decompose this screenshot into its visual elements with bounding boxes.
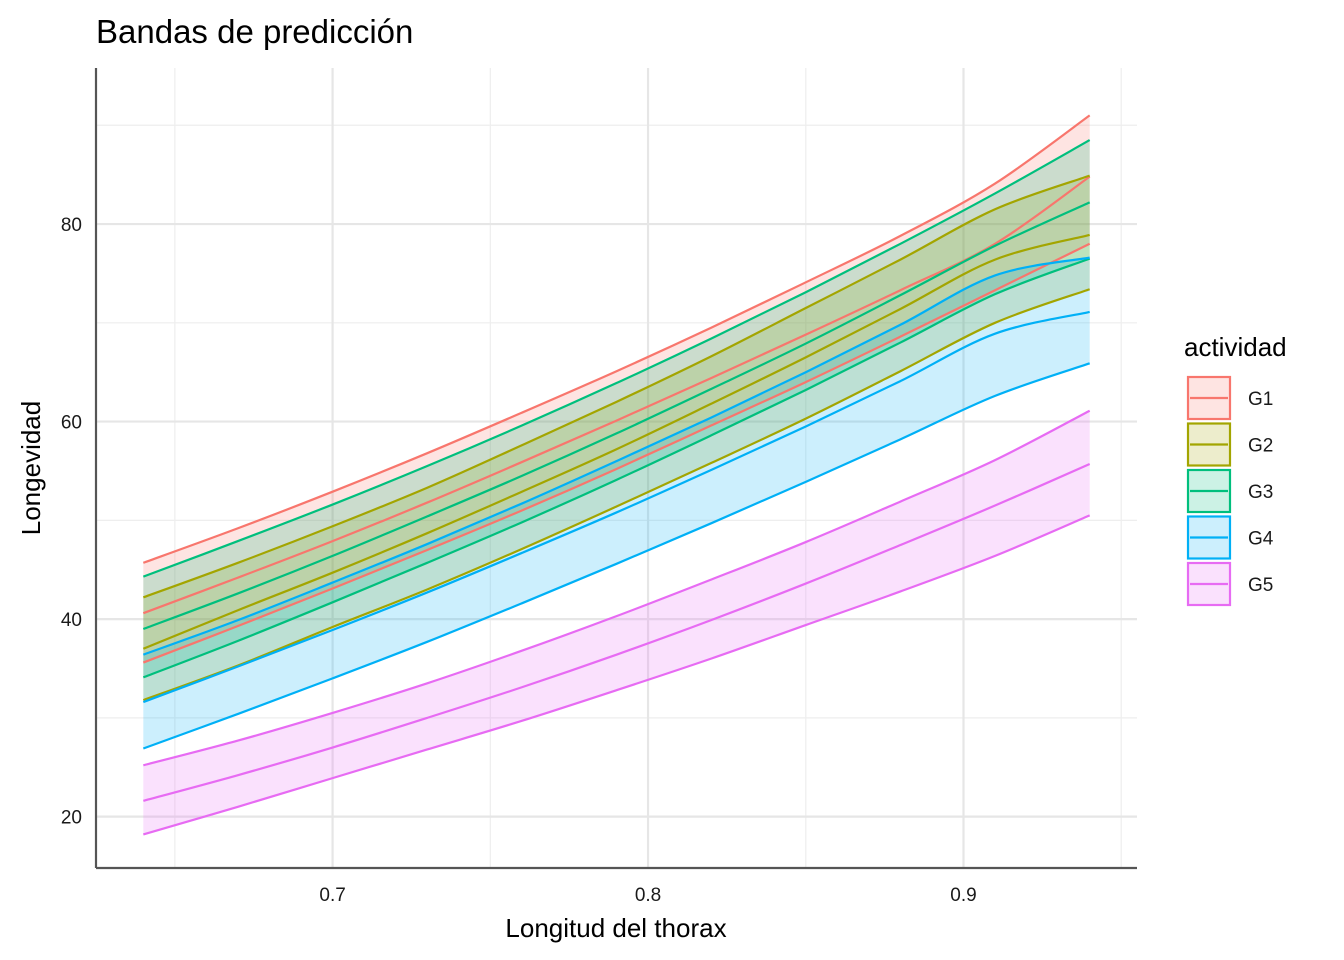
- y-tick-label: 20: [61, 808, 82, 829]
- y-tick-label: 80: [61, 215, 82, 236]
- band-g3: [143, 140, 1090, 678]
- band-g5: [143, 410, 1090, 835]
- y-axis-title: Longevidad: [16, 401, 46, 535]
- line-g1-upper: [142, 114, 1091, 564]
- y-tick-label: 60: [61, 413, 82, 434]
- tick-labels: 0.7 0.8 0.9 20 40 60 80: [61, 215, 977, 906]
- line-g1-lower: [142, 242, 1091, 664]
- x-axis-title: Longitud del thorax: [505, 913, 726, 943]
- line-g4-lower: [142, 362, 1091, 750]
- y-tick-label: 40: [61, 610, 82, 631]
- line-g3-lower: [142, 257, 1091, 679]
- chart-title: Bandas de predicción: [96, 13, 413, 50]
- legend-label-g5: G5: [1248, 575, 1273, 596]
- legend: actividad G1 G2 G3 G4 G5: [1184, 332, 1287, 607]
- line-g3-upper: [142, 139, 1091, 578]
- line-g3-fit: [142, 201, 1091, 631]
- legend-label-g1: G1: [1248, 389, 1273, 410]
- line-g5-fit: [143, 463, 1091, 802]
- line-g5-upper: [143, 409, 1091, 767]
- line-g2-fit: [142, 233, 1090, 650]
- line-g5-lower: [143, 514, 1091, 836]
- line-g1-fit: [142, 175, 1091, 615]
- line-g2-upper: [142, 174, 1091, 599]
- legend-label-g2: G2: [1248, 436, 1273, 457]
- line-g4-fit: [142, 310, 1090, 704]
- x-tick-label: 0.8: [635, 885, 661, 906]
- band-g4: [143, 257, 1090, 749]
- line-g4-upper: [142, 256, 1090, 656]
- legend-label-g3: G3: [1248, 482, 1273, 503]
- x-tick-label: 0.7: [319, 885, 345, 906]
- band-g1: [143, 115, 1090, 663]
- line-g2-lower: [142, 288, 1091, 702]
- x-tick-label: 0.9: [950, 885, 976, 906]
- legend-title: actividad: [1184, 332, 1287, 362]
- axes: [94, 68, 1137, 870]
- legend-label-g4: G4: [1248, 529, 1274, 550]
- series-lines: [142, 114, 1091, 836]
